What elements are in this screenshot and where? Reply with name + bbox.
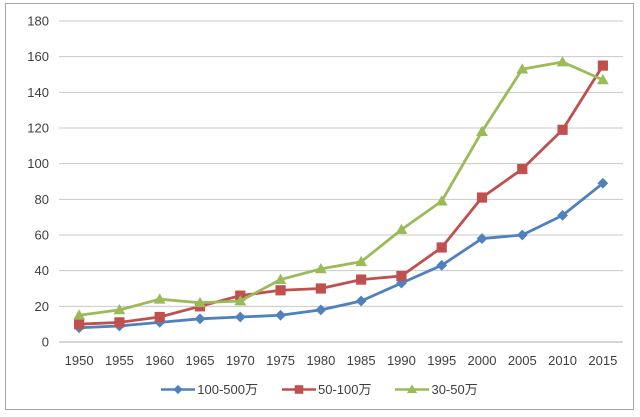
data-point-marker-diamond [476, 233, 488, 244]
data-point-marker-diamond [355, 295, 367, 307]
data-point-marker-square [294, 384, 304, 394]
data-point-marker-square [476, 192, 488, 203]
x-tick-label: 2005 [508, 353, 537, 368]
series-line [77, 60, 605, 317]
x-tick-label: 1980 [306, 353, 335, 368]
legend-label: 50-100万 [317, 381, 372, 397]
y-tick-label: 120 [27, 121, 49, 136]
data-point-marker-triangle [407, 383, 418, 393]
data-point-marker-triangle [355, 255, 368, 267]
data-point-marker-diamond [315, 304, 327, 316]
legend-diamond-icon [161, 384, 196, 394]
data-point-marker-square [356, 274, 367, 285]
legend-triangle-icon [395, 383, 430, 393]
chart-frame: 0 20 40 60 80 100 120 140 160 180 1950 1955 1960 1965… [5, 3, 634, 410]
x-tick-label: 1985 [347, 353, 376, 368]
y-tick-label: 160 [27, 49, 49, 64]
x-tick-label: 1965 [186, 353, 215, 368]
y-tick-label: 180 [27, 14, 49, 29]
data-point-marker-triangle [596, 73, 609, 85]
series-1 [74, 60, 608, 330]
data-point-marker-triangle [395, 223, 408, 235]
x-tick-label: 1970 [226, 353, 255, 368]
line-chart-plot: 0 20 40 60 80 100 120 140 160 180 1950 1955 1960 1965… [27, 14, 623, 368]
series-2 [73, 56, 609, 320]
data-point-marker-triangle [234, 295, 247, 306]
data-point-marker-square [315, 283, 326, 294]
series-0 [73, 177, 609, 334]
data-point-marker-diamond [194, 313, 206, 325]
legend-item-1: 50-100万 [281, 381, 372, 397]
y-tick-label: 140 [27, 85, 49, 100]
data-point-marker-square [597, 60, 608, 71]
data-point-marker-diamond [436, 259, 448, 271]
legend-label: 100-500万 [197, 381, 258, 397]
data-point-marker-square [436, 242, 447, 253]
x-tick-label: 1960 [145, 353, 174, 368]
x-tick-label: 2010 [548, 353, 577, 368]
data-point-marker-diamond [234, 311, 246, 323]
legend-item-0: 100-500万 [161, 383, 258, 396]
x-tick-label: 1995 [427, 353, 456, 368]
data-point-marker-square [275, 285, 286, 296]
x-tick-label: 2015 [588, 353, 617, 368]
data-point-marker-square [154, 311, 165, 323]
y-tick-label: 0 [42, 335, 49, 350]
series-line [77, 64, 605, 326]
chart-legend: 100-500万 50-100万 30-50万 [6, 380, 633, 398]
data-point-marker-triangle [153, 293, 166, 304]
data-point-marker-square [517, 163, 528, 175]
data-point-marker-square [396, 270, 407, 282]
legend-label: 30-50万 [431, 381, 478, 397]
y-tick-label: 60 [35, 228, 49, 243]
data-point-marker-triangle [274, 273, 287, 284]
data-point-marker-triangle [113, 304, 126, 315]
data-point-marker-triangle [556, 56, 569, 67]
data-point-marker-square [74, 319, 85, 330]
data-point-marker-diamond [597, 177, 609, 189]
data-point-marker-triangle [314, 262, 327, 274]
x-tick-label: 1990 [387, 353, 416, 368]
y-tick-label: 80 [35, 192, 49, 207]
legend-square-icon [281, 384, 316, 394]
data-point-marker-diamond [173, 384, 183, 394]
legend-item-2: 30-50万 [395, 381, 478, 397]
y-tick-label: 20 [35, 299, 49, 314]
data-point-marker-diamond [557, 209, 568, 221]
x-tick-label: 1955 [105, 353, 134, 368]
data-point-marker-triangle [73, 309, 86, 320]
data-point-marker-square [114, 317, 125, 328]
data-point-marker-diamond [516, 229, 528, 241]
x-tick-label: 1975 [266, 353, 295, 368]
data-point-marker-triangle [194, 296, 206, 308]
x-tick-label: 1950 [65, 353, 94, 368]
x-tick-label: 2000 [468, 353, 497, 368]
y-tick-label: 100 [27, 156, 49, 171]
data-point-marker-triangle [476, 125, 488, 136]
data-point-marker-diamond [275, 309, 286, 321]
series-line [77, 181, 605, 330]
y-tick-label: 40 [35, 263, 49, 278]
data-point-marker-square [557, 124, 568, 135]
data-point-marker-triangle [516, 63, 529, 74]
data-point-marker-triangle [435, 195, 448, 206]
